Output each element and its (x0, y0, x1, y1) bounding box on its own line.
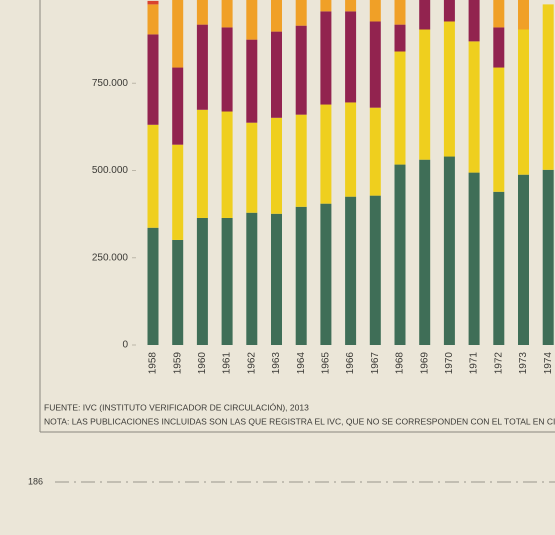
bar-segment (369, 195, 381, 345)
bar-segment (394, 164, 406, 345)
x-tick-label: 1958 (148, 352, 159, 375)
bar-segment (221, 111, 233, 218)
bar-segment (369, 21, 381, 108)
page-number: 186 (28, 476, 43, 486)
bar-segment (443, 156, 455, 345)
bar-segment (221, 217, 233, 345)
y-tick-label: 0 (122, 340, 128, 351)
x-tick-label: 1965 (321, 352, 332, 375)
bar-segment (172, 239, 184, 345)
source-note: FUENTE: IVC (INSTITUTO VERIFICADOR DE CI… (44, 402, 309, 412)
bar-segment (271, 31, 282, 118)
x-tick-label: 1960 (197, 352, 208, 375)
bar-segment (394, 24, 406, 52)
bar-segment (493, 191, 505, 345)
x-tick-label: 1973 (518, 352, 529, 375)
bar-segment (246, 122, 258, 213)
bar-segment (221, 27, 233, 112)
bar-segment (147, 4, 159, 35)
bar-segment (196, 109, 208, 218)
bar-segment (443, 21, 455, 157)
bar-segment (320, 104, 332, 204)
y-tick-label: 250.000 (92, 252, 129, 263)
bar-segment (271, 117, 282, 214)
bar-segment (443, 0, 455, 22)
x-tick-label: 1972 (493, 352, 504, 375)
bar-segment (147, 34, 159, 125)
y-tick-label: 750.000 (92, 78, 129, 89)
bar-segment (369, 0, 381, 22)
bar-segment (295, 0, 307, 26)
x-tick-label: 1959 (172, 352, 183, 375)
x-tick-label: 1970 (444, 352, 455, 375)
bar-segment (345, 102, 357, 197)
bar-segment (172, 144, 184, 240)
bar-segment (542, 4, 554, 170)
bar-segment (394, 0, 406, 25)
bar-segment (147, 124, 159, 228)
bar-segment (345, 196, 357, 345)
x-tick-label: 1974 (543, 352, 554, 375)
x-tick-label: 1968 (395, 352, 406, 375)
x-tick-label: 1963 (271, 352, 282, 375)
x-tick-label: 1967 (370, 352, 381, 375)
x-tick-label: 1969 (419, 352, 430, 375)
bar-segment (518, 29, 529, 175)
bar-segment (468, 172, 480, 345)
bar-segment (345, 0, 357, 12)
bar-segment (221, 0, 233, 28)
bar-segment (518, 0, 529, 30)
bar-segment (196, 217, 208, 345)
bar-segment (320, 11, 332, 105)
bar-segment (271, 213, 282, 345)
bar-segment (542, 169, 554, 345)
footnote: NOTA: LAS PUBLICACIONES INCLUIDAS SON LA… (44, 416, 555, 426)
y-tick-label: 500.000 (92, 165, 129, 176)
bar-segment (345, 11, 357, 103)
x-tick-label: 1961 (222, 352, 233, 375)
x-tick-label: 1964 (296, 352, 307, 375)
bar-segment (468, 41, 480, 173)
bar-segment (147, 227, 159, 345)
x-tick-label: 1962 (246, 352, 257, 375)
bar-segment (246, 39, 258, 123)
bar-segment (172, 67, 184, 145)
y-tick-label: 1.000.000 (84, 0, 129, 2)
bar-segment (493, 67, 505, 192)
bar-segment (172, 0, 184, 68)
bar-segment (295, 25, 307, 115)
bar-segment (320, 0, 332, 12)
bar-segment (493, 0, 505, 28)
bar-segment (196, 0, 208, 25)
bar-segment (518, 174, 529, 345)
bar-segment (271, 0, 282, 32)
bar-segment (493, 27, 505, 68)
bar-segment (320, 203, 332, 345)
bar-segment (419, 29, 431, 160)
bar-segment (369, 107, 381, 196)
bar-segment (394, 51, 406, 165)
bar-segment (295, 114, 307, 207)
bar-segment (295, 206, 307, 345)
bar-segment (468, 0, 480, 42)
bar-segment (196, 24, 208, 110)
bar-segment (147, 0, 159, 5)
bar-segment (246, 212, 258, 345)
x-tick-label: 1966 (345, 352, 356, 375)
x-tick-label: 1971 (469, 352, 480, 375)
bar-segment (246, 0, 258, 40)
bar-segment (419, 0, 431, 30)
bar-segment (419, 159, 431, 345)
